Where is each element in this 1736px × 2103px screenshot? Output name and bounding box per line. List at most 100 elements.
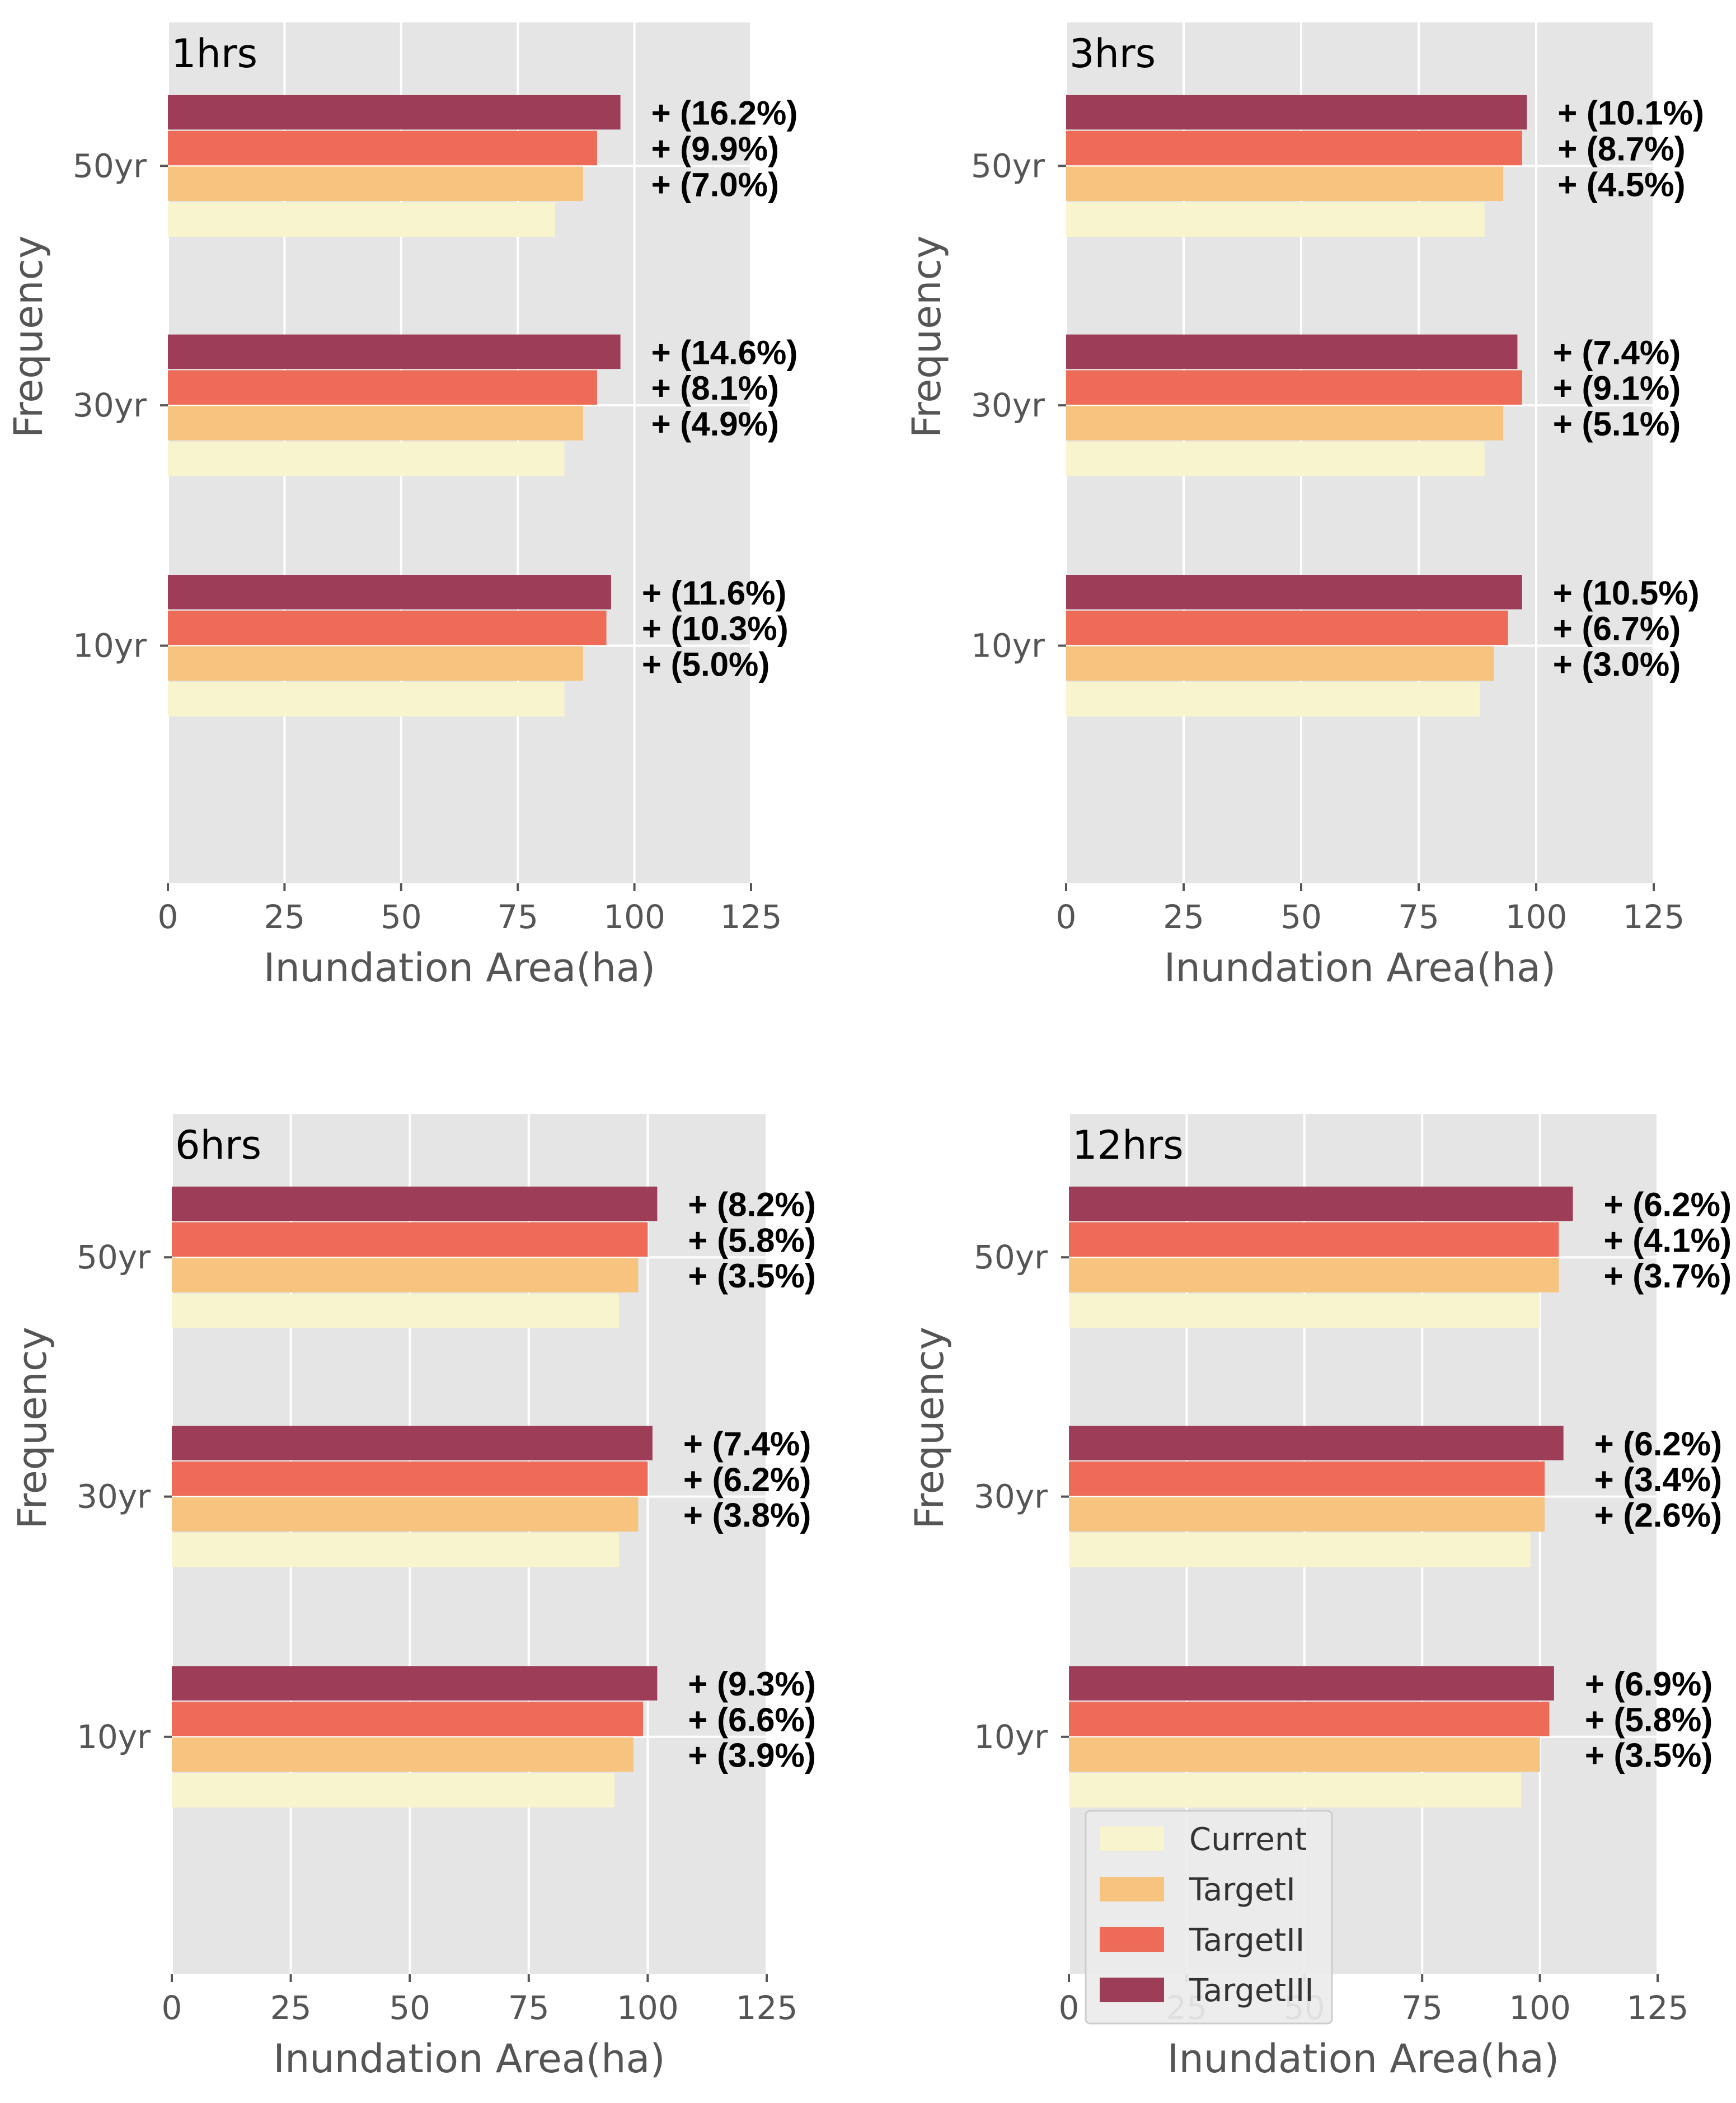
- bar-label: + (3.4%): [1594, 1461, 1722, 1498]
- bar-current-50yr: [1069, 1294, 1540, 1328]
- bar-label: + (8.1%): [651, 369, 779, 407]
- bar-label: + (10.5%): [1553, 574, 1700, 612]
- bar-current-10yr: [172, 1773, 614, 1808]
- bar-targeti-10yr: [1069, 1737, 1540, 1772]
- bar-targetii-30yr: [1066, 370, 1522, 405]
- y-tick-label: 10yr: [971, 627, 1045, 665]
- bar-targetiii-50yr: [1069, 1186, 1573, 1221]
- bar-current-50yr: [172, 1294, 620, 1328]
- legend-entry-targetiii: TargetIII: [1189, 1973, 1314, 2009]
- bar-label: + (9.1%): [1553, 369, 1681, 407]
- legend: Current TargetI TargetII TargetIII: [1085, 1810, 1333, 2025]
- bar-targetii-30yr: [172, 1462, 648, 1496]
- bar-targetiii-50yr: [1066, 95, 1527, 130]
- legend-swatch-current: [1100, 1826, 1164, 1851]
- chart-panel-1hrs: 0 25 50 75 100 125 10yr 30yr 50yr + (11.6%)+ (10.…: [6, 22, 797, 991]
- bar-current-30yr: [172, 1533, 620, 1568]
- bar-current-10yr: [1069, 1773, 1521, 1808]
- bar-targetiii-30yr: [1069, 1426, 1564, 1460]
- bar-label: + (6.7%): [1553, 610, 1681, 648]
- bar-label: + (6.9%): [1585, 1665, 1712, 1703]
- bar-label: + (5.0%): [642, 645, 770, 683]
- bar-label: + (5.8%): [1585, 1701, 1712, 1739]
- bar-targeti-50yr: [168, 166, 583, 202]
- x-axis-label: Inundation Area(ha): [1167, 2036, 1559, 2082]
- bar-label: + (3.9%): [688, 1737, 815, 1774]
- x-tick-label: 0: [162, 1989, 182, 2027]
- bar-label: + (5.8%): [688, 1221, 815, 1259]
- bar-current-50yr: [168, 202, 555, 237]
- bar-label: + (6.2%): [1594, 1425, 1722, 1463]
- bar-targeti-50yr: [1069, 1258, 1559, 1292]
- x-tick-label: 125: [736, 1989, 798, 2027]
- bar-targetii-10yr: [1069, 1702, 1550, 1736]
- y-tick-label: 50yr: [971, 147, 1045, 185]
- bar-label: + (11.6%): [642, 574, 787, 612]
- bar-label: + (3.7%): [1604, 1257, 1732, 1295]
- bar-targetii-50yr: [1069, 1222, 1559, 1257]
- bar-targetii-10yr: [1066, 610, 1508, 645]
- y-tick-label: 10yr: [77, 1718, 151, 1756]
- chart-panel-3hrs: 0 25 50 75 100 125 10yr 30yr 50yr + (10.5%)+ (6.7…: [904, 22, 1704, 991]
- bar-label: + (3.5%): [688, 1257, 815, 1295]
- bar-label: + (7.0%): [651, 166, 779, 203]
- y-tick-label: 30yr: [971, 386, 1045, 424]
- bar-label: + (6.2%): [1604, 1186, 1732, 1224]
- bar-label: + (10.3%): [642, 610, 789, 648]
- x-tick-label: 75: [1401, 1989, 1443, 2027]
- x-tick-label: 25: [1163, 898, 1204, 936]
- bar-label: + (6.2%): [683, 1461, 811, 1498]
- x-tick-label: 125: [720, 898, 782, 936]
- x-tick-label: 100: [1505, 898, 1568, 936]
- bar-label: + (6.6%): [688, 1701, 815, 1739]
- bar-targeti-30yr: [1066, 406, 1504, 441]
- legend-entry-targetii: TargetII: [1189, 1922, 1305, 1959]
- x-tick-label: 25: [264, 898, 305, 936]
- bar-targetii-10yr: [168, 610, 607, 645]
- bar-targetiii-10yr: [168, 575, 611, 610]
- y-axis-label: Frequency: [6, 236, 51, 438]
- bar-targetiii-30yr: [172, 1426, 653, 1460]
- bar-label: + (3.5%): [1585, 1737, 1712, 1774]
- bar-label: + (10.1%): [1557, 95, 1704, 132]
- bar-label: + (16.2%): [651, 95, 798, 132]
- bar-label: + (14.6%): [651, 334, 798, 371]
- bar-label: + (4.1%): [1604, 1221, 1732, 1259]
- bar-targeti-10yr: [172, 1737, 634, 1772]
- bar-targetiii-10yr: [172, 1666, 658, 1701]
- y-axis-label: Frequency: [907, 1327, 953, 1529]
- x-tick-label: 100: [1509, 1989, 1571, 2027]
- bar-targeti-50yr: [1066, 166, 1504, 202]
- bar-label: + (8.2%): [688, 1186, 815, 1224]
- x-tick-label: 75: [1398, 898, 1439, 936]
- x-tick-label: 0: [1056, 898, 1077, 936]
- bar-targetiii-50yr: [168, 95, 621, 130]
- bar-targeti-30yr: [1069, 1497, 1545, 1532]
- y-axis-label: Frequency: [10, 1327, 55, 1529]
- bar-targeti-30yr: [172, 1497, 639, 1532]
- bar-label: + (4.5%): [1557, 166, 1685, 203]
- x-tick-label: 125: [1623, 898, 1685, 936]
- legend-swatch-targetiii: [1100, 1977, 1164, 2002]
- x-tick-label: 50: [381, 898, 422, 936]
- y-tick-label: 30yr: [77, 1478, 151, 1516]
- legend-entry-targeti: TargetI: [1189, 1872, 1296, 1908]
- y-tick-label: 50yr: [77, 1238, 151, 1276]
- y-tick-label: 30yr: [73, 386, 147, 424]
- x-tick-label: 0: [158, 898, 179, 936]
- y-tick-label: 30yr: [974, 1478, 1048, 1516]
- x-tick-label: 75: [497, 898, 538, 936]
- bar-current-50yr: [1066, 202, 1485, 237]
- x-tick-label: 50: [1280, 898, 1322, 936]
- bar-label: + (7.4%): [1553, 334, 1681, 371]
- legend-entry-current: Current: [1189, 1821, 1307, 1858]
- bar-targetii-50yr: [172, 1222, 648, 1257]
- x-axis-label: Inundation Area(ha): [264, 945, 655, 991]
- x-tick-label: 75: [508, 1989, 550, 2027]
- bar-label: + (2.6%): [1594, 1497, 1722, 1534]
- bar-targetiii-10yr: [1069, 1666, 1554, 1701]
- bar-targetii-50yr: [168, 130, 597, 166]
- bar-current-10yr: [1066, 682, 1480, 717]
- x-tick-label: 25: [270, 1989, 312, 2027]
